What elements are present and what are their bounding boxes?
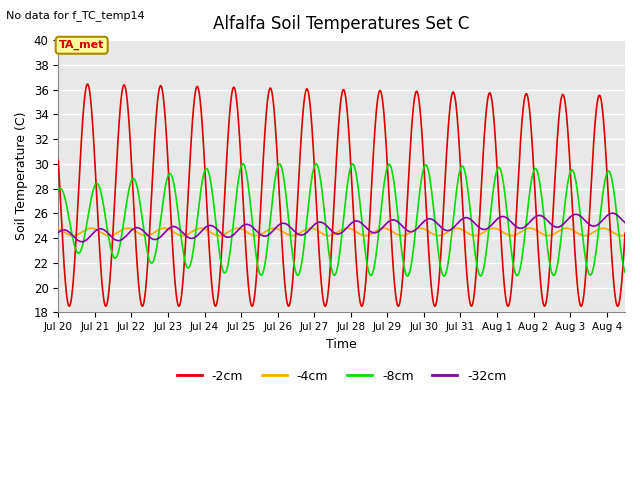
Title: Alfalfa Soil Temperatures Set C: Alfalfa Soil Temperatures Set C (214, 15, 470, 33)
Text: TA_met: TA_met (59, 40, 104, 50)
Text: No data for f_TC_temp14: No data for f_TC_temp14 (6, 10, 145, 21)
Legend: -2cm, -4cm, -8cm, -32cm: -2cm, -4cm, -8cm, -32cm (172, 365, 512, 388)
X-axis label: Time: Time (326, 337, 357, 351)
Y-axis label: Soil Temperature (C): Soil Temperature (C) (15, 112, 28, 240)
